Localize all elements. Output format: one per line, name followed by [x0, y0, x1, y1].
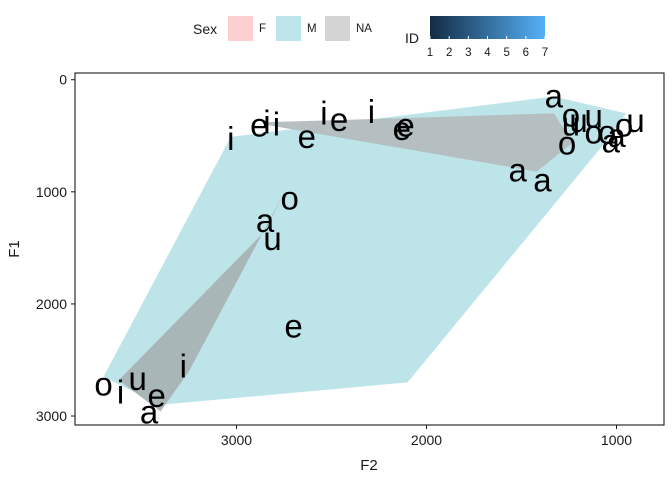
- hull-na-2: [118, 192, 284, 412]
- vowel-point: u: [585, 98, 603, 135]
- vowel-point: e: [396, 107, 414, 144]
- vowel-point: a: [607, 117, 626, 154]
- vowel-point: e: [284, 307, 302, 344]
- vowel-point: u: [569, 102, 587, 139]
- legend-label-f: F: [259, 23, 266, 35]
- colorbar-tick-label: 1: [427, 47, 433, 59]
- vowel-point: u: [562, 106, 580, 143]
- vowel-point: a: [256, 202, 275, 239]
- vowel-point: a: [533, 162, 552, 199]
- legend-key-m: [276, 16, 301, 41]
- y-axis-label: F1: [6, 240, 23, 258]
- vowel-point: i: [227, 120, 234, 157]
- hull-m-0: [103, 96, 626, 405]
- y-tick-label: 3000: [36, 408, 67, 424]
- legend-id-title: ID: [405, 30, 419, 46]
- y-axis-ticks: 0 1000 2000 3000: [36, 72, 75, 424]
- vowel-point: u: [626, 102, 644, 139]
- legend-label-m: M: [307, 23, 317, 35]
- vowel-point: o: [598, 113, 616, 150]
- vowel-point: o: [615, 107, 633, 144]
- x-tick-label: 2000: [411, 432, 442, 448]
- colorbar-tick-label: 3: [465, 47, 471, 59]
- vowel-point: e: [330, 101, 348, 138]
- vowel-point: i: [368, 93, 375, 130]
- vowel-point: o: [281, 180, 299, 217]
- y-tick-label: 2000: [36, 296, 67, 312]
- legend-label-na: NA: [356, 23, 372, 35]
- vowel-point: o: [562, 97, 580, 134]
- legend-key-na: [325, 16, 350, 41]
- hull-layer: [103, 96, 626, 412]
- vowel-point: e: [148, 377, 166, 414]
- legend-key-f: [228, 16, 253, 41]
- plot-panel-border: [74, 72, 665, 426]
- vowel-point: o: [94, 366, 112, 403]
- vowel-point: u: [263, 220, 281, 257]
- vowel-point: i: [263, 103, 270, 140]
- legend-sex-title: Sex: [193, 21, 217, 37]
- vowel-point: e: [250, 107, 268, 144]
- x-tick-label: 1000: [601, 432, 632, 448]
- x-tick-label: 3000: [221, 432, 252, 448]
- y-tick-label: 1000: [36, 184, 67, 200]
- vowel-point: a: [509, 152, 528, 189]
- vowel-point: o: [585, 113, 603, 150]
- vowel-point: i: [273, 106, 280, 143]
- colorbar-tick-label: 7: [542, 47, 548, 59]
- colorbar-tick-label: 5: [503, 47, 509, 59]
- colorbar-tick-label: 6: [523, 47, 529, 59]
- vowel-point: e: [393, 110, 411, 147]
- vowel-point: e: [298, 118, 316, 155]
- y-tick-label: 0: [59, 72, 67, 88]
- colorbar-tick-label: 4: [484, 47, 491, 59]
- vowel-point: u: [129, 360, 147, 397]
- x-axis-ticks: 3000 2000 1000: [221, 425, 632, 448]
- vowel-point: i: [180, 348, 187, 385]
- vowel-point: a: [545, 78, 564, 115]
- vowel-point: i: [320, 94, 327, 131]
- colorbar-tick-label: 2: [446, 47, 452, 59]
- hull-na-1: [265, 113, 573, 172]
- legend-id-colorbar: [430, 16, 545, 39]
- x-axis-label: F2: [360, 457, 378, 474]
- vowel-point: a: [140, 394, 159, 431]
- vowel-point: a: [602, 122, 621, 159]
- vowel-point: o: [558, 125, 576, 162]
- vowel-point: i: [117, 374, 124, 411]
